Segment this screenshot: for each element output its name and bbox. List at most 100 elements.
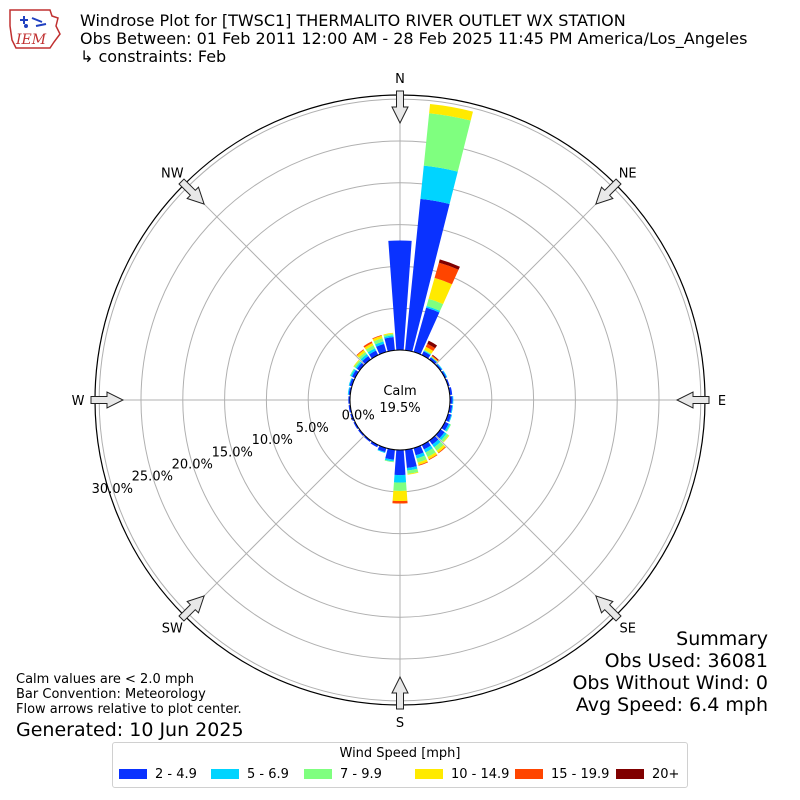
windrose-bar-segment: [388, 240, 412, 351]
windrose-bar-segment: [445, 413, 452, 422]
windrose-bar-segment: [351, 370, 359, 379]
legend-label: 5 - 6.9: [247, 767, 289, 782]
legend: Wind Speed [mph] 2 - 4.9 5 - 6.9 7 - 9.9 10…: [112, 742, 688, 788]
flow-arrow-icon: [675, 391, 710, 409]
windrose-bar-segment: [431, 355, 439, 362]
legend-swatch: [515, 768, 543, 779]
direction-label: E: [718, 394, 726, 409]
windrose-bar-segment: [441, 433, 449, 442]
windrose-bar-segment: [421, 441, 431, 450]
legend-swatch: [616, 768, 644, 779]
windrose-bar-segment: [356, 362, 365, 371]
windrose-bar-segment: [383, 332, 394, 336]
legend-item: 5 - 6.9: [211, 767, 289, 783]
windrose-bar-segment: [444, 423, 451, 432]
windrose-bar-segment: [441, 370, 447, 379]
legend-item: 2 - 4.9: [119, 767, 197, 783]
direction-label: W: [72, 394, 85, 409]
ring-gridline: [224, 224, 576, 576]
windrose-bar-segment: [448, 414, 453, 423]
windrose-bar-segment: [442, 370, 448, 378]
windrose-bar-segment: [425, 343, 436, 352]
windrose-bar-segment: [372, 335, 383, 342]
windrose-bar-segment: [452, 396, 454, 404]
radial-tick-label: 15.0%: [212, 445, 253, 460]
windrose-bar-segment: [392, 490, 408, 501]
radial-tick-label: 5.0%: [296, 421, 329, 436]
windrose-bar-segment: [372, 334, 382, 340]
windrose-bar-segment: [384, 335, 394, 339]
windrose-bar-segment: [423, 445, 433, 453]
windrose-bar-segment: [350, 369, 356, 377]
windrose-bar-segment: [358, 351, 367, 360]
windrose-bar-segment: [356, 349, 366, 358]
direction-label: NE: [619, 166, 637, 181]
windrose-bar-segment: [392, 500, 408, 504]
chart-title: Windrose Plot for [TWSC1] THERMALITO RIV…: [80, 11, 626, 30]
legend-swatch: [119, 768, 147, 779]
windrose-bar-segment: [353, 359, 360, 367]
windrose-bar-segment: [437, 363, 443, 370]
windrose-bar-segment: [420, 165, 458, 205]
radial-tick-label: 25.0%: [132, 470, 173, 485]
windrose-bar-segment: [383, 333, 394, 337]
chart-subtitle-constraints: ↳ constraints: Feb: [80, 47, 227, 66]
windrose-bar-segment: [375, 341, 385, 347]
ring-gridline: [140, 140, 660, 660]
windrose-bar-segment: [367, 348, 377, 355]
svg-text:IEM: IEM: [15, 32, 47, 48]
windrose-bar-segment: [434, 262, 459, 285]
flow-arrow-icon: [391, 90, 409, 125]
windrose-bar-segment: [370, 441, 379, 448]
direction-label: SE: [619, 622, 635, 637]
windrose-bar-segment: [448, 387, 453, 395]
legend-item: 7 - 9.9: [304, 767, 382, 783]
windrose-bar-segment: [429, 104, 473, 121]
windrose-bar-segment: [394, 449, 406, 476]
windrose-bar-segment: [406, 466, 418, 471]
windrose-bar-segment: [349, 368, 355, 377]
windrose-bar-segment: [407, 471, 419, 475]
windrose-bar-segment: [363, 435, 371, 442]
generated-date: Generated: 10 Jun 2025: [16, 719, 244, 741]
windrose-bar-segment: [418, 461, 429, 466]
windrose-bar-segment: [450, 405, 454, 414]
flow-arrow-icon: [595, 178, 622, 205]
summary-obs-used: Obs Used: 36081: [604, 650, 768, 672]
windrose-bar-segment: [376, 343, 387, 355]
windrose-bar-segment: [405, 198, 450, 352]
windrose-bar-segment: [413, 445, 424, 456]
direction-label: NW: [161, 166, 184, 181]
windrose-bar-segment: [427, 340, 438, 349]
windrose-bar-segment: [428, 454, 438, 461]
windrose-bar-segment: [369, 350, 379, 359]
windrose-bar-segment: [356, 349, 364, 356]
legend-label: 15 - 19.9: [551, 767, 610, 782]
windrose-bar-segment: [416, 455, 427, 463]
windrose-bar-segment: [385, 448, 395, 460]
legend-swatch: [304, 768, 332, 779]
summary-obs-without-wind: Obs Without Wind: 0: [572, 672, 768, 694]
calm-circle: [349, 349, 451, 451]
windrose-bar-segment: [353, 421, 359, 430]
windrose-bar-segment: [426, 306, 441, 313]
windrose-bar-segment: [364, 342, 374, 350]
radial-tick-label: 30.0%: [92, 482, 133, 497]
legend-title: Wind Speed [mph]: [339, 746, 461, 761]
windrose-bar-segment: [373, 338, 384, 345]
windrose-bar-segment: [365, 345, 375, 353]
windrose-bar-segment: [449, 396, 453, 404]
windrose-bar-segment: [448, 405, 453, 413]
summary-box: Summary Obs Used: 36081 Obs Without Wind…: [572, 628, 768, 716]
windrose-bar-segment: [362, 356, 371, 365]
flow-arrow-icon: [391, 675, 409, 710]
windrose-bar-segment: [438, 259, 460, 270]
windrose-bar-segment: [446, 424, 452, 432]
windrose-bar-segment: [358, 429, 365, 437]
windrose-bar-segment: [432, 354, 439, 361]
legend-label: 10 - 14.9: [451, 767, 510, 782]
windrose-bar-segment: [349, 378, 355, 387]
windrose-bar-segment: [425, 448, 436, 458]
legend-label: 20+: [652, 767, 680, 782]
windrose-bar-segment: [423, 113, 471, 172]
